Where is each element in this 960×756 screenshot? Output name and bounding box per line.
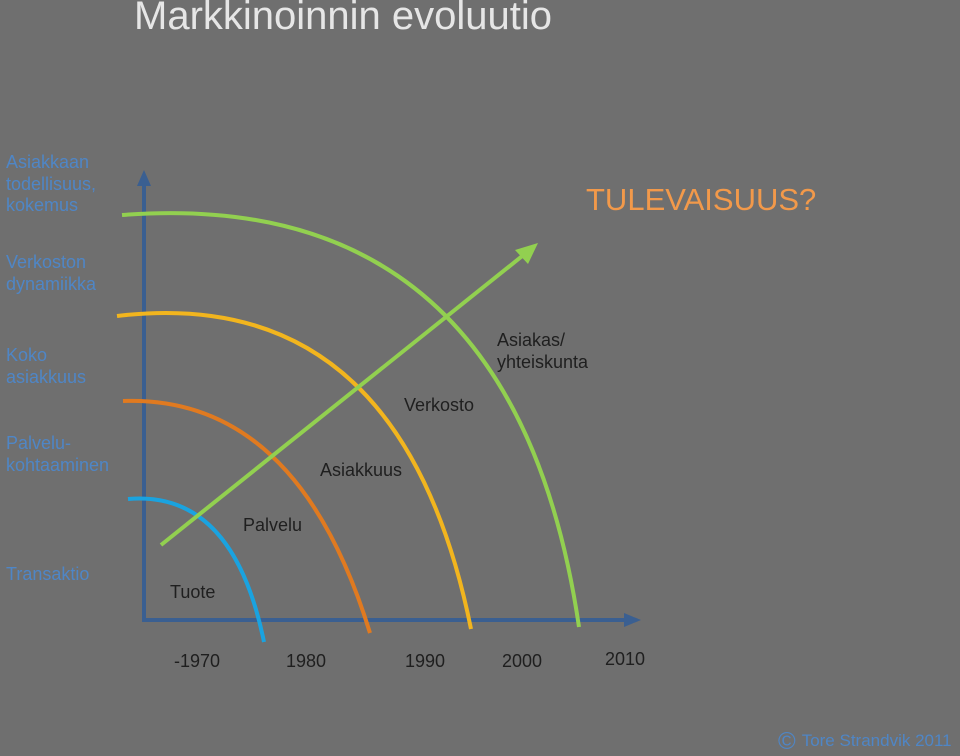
x-axis-arrowhead — [624, 613, 641, 627]
x-label-2010: 2010 — [605, 649, 646, 669]
label-verkoston-dynamiikka: Verkoston dynamiikka — [6, 252, 97, 294]
arc-verkoston-dynamiikka — [121, 211, 581, 628]
label-asiakas-yhteiskunta: Asiakas/ yhteiskunta — [497, 330, 589, 372]
future-label: TULEVAISUUS? — [586, 182, 817, 217]
y-axis-arrowhead — [137, 170, 151, 186]
label-asiakkuus: Asiakkuus — [320, 460, 403, 480]
copyright-icon: © — [778, 728, 796, 755]
x-label-1990: 1990 — [405, 651, 446, 671]
arc-koko-asiakkuus — [116, 310, 473, 630]
arc-transaktio — [127, 496, 266, 643]
x-label-1970: -1970 — [174, 651, 221, 671]
future-arrowhead — [515, 243, 538, 264]
copyright-text: Tore Strandvik 2011 — [801, 731, 952, 750]
future-arrow — [159, 251, 528, 547]
label-transaktio: Transaktio — [6, 564, 90, 584]
copyright: © Tore Strandvik 2011 — [778, 728, 952, 756]
label-tuote: Tuote — [170, 582, 216, 602]
label-koko-asiakkuus: Koko asiakkuus — [6, 345, 87, 387]
x-label-1980: 1980 — [286, 651, 327, 671]
label-palvelukohtaaminen: Palvelu- kohtaaminen — [6, 433, 110, 475]
label-palvelu: Palvelu — [243, 515, 303, 535]
page-title: Markkinoinnin evoluutio — [134, 0, 553, 38]
label-verkosto: Verkosto — [404, 395, 475, 415]
label-asiakkaan-todellisuus: Asiakkaan todellisuus, kokemus — [6, 152, 97, 216]
x-label-2000: 2000 — [502, 651, 543, 671]
